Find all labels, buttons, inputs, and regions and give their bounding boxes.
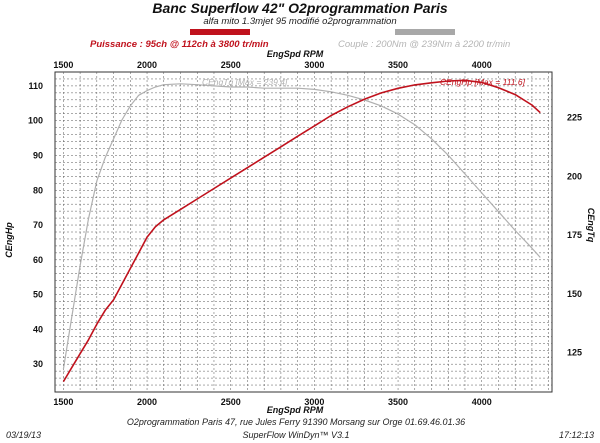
power-max-annotation: CEngHp [Max = 111.6] — [440, 77, 526, 87]
y-right-tick-label: 200 — [567, 171, 582, 181]
x-tick-label-top: 3000 — [304, 60, 324, 70]
x-tick-label-top: 3500 — [388, 60, 408, 70]
footer-time: 17:12:13 — [559, 430, 594, 440]
torque-legend-swatch — [395, 29, 455, 35]
y-right-tick-label: 175 — [567, 230, 582, 240]
y-left-tick-label: 60 — [33, 255, 43, 265]
x-tick-label-top: 2000 — [137, 60, 157, 70]
torque-curve — [62, 83, 541, 370]
tick-labels: 1500 1500 2000 2000 2500 2500 3000 3000 3500 3500… — [28, 60, 582, 407]
chart-subtitle: alfa mito 1.3mjet 95 modifié o2programma… — [203, 16, 396, 27]
y-left-tick-label: 50 — [33, 290, 43, 300]
power-legend-text: Puissance : 95ch @ 112ch à 3800 tr/min — [90, 39, 269, 50]
x-tick-label-bottom: 2500 — [221, 397, 241, 407]
footer-date: 03/19/13 — [6, 430, 41, 440]
y-left-tick-label: 90 — [33, 150, 43, 160]
power-legend-swatch — [190, 29, 250, 35]
x-axis-label-bottom: EngSpd RPM — [267, 405, 324, 415]
series-lines — [62, 79, 541, 383]
y-left-tick-label: 110 — [28, 81, 43, 91]
y-left-tick-label: 30 — [33, 359, 43, 369]
torque-max-annotation: CEngTq [Max = 239.4] — [202, 77, 288, 87]
x-tick-label-bottom: 1500 — [53, 397, 73, 407]
grid — [55, 72, 552, 392]
x-tick-label-bottom: 2000 — [137, 397, 157, 407]
x-tick-label-bottom: 3500 — [388, 397, 408, 407]
y-right-tick-label: 225 — [567, 113, 582, 123]
power-curve — [62, 79, 541, 383]
y-left-tick-label: 100 — [28, 116, 43, 126]
y-right-tick-label: 125 — [567, 348, 582, 358]
x-tick-label-top: 2500 — [221, 60, 241, 70]
x-tick-label-top: 4000 — [472, 60, 492, 70]
y-left-axis-label: CEngHp — [4, 222, 14, 258]
y-left-tick-label: 70 — [33, 220, 43, 230]
y-right-axis-label: CEngTq — [586, 208, 596, 243]
x-tick-label-top: 1500 — [53, 60, 73, 70]
footer-software: SuperFlow WinDyn™ V3.1 — [243, 430, 350, 440]
y-left-tick-label: 40 — [33, 324, 43, 334]
y-right-tick-label: 150 — [567, 289, 582, 299]
torque-legend-text: Couple : 200Nm @ 239Nm à 2200 tr/min — [338, 39, 510, 50]
y-left-tick-label: 80 — [33, 185, 43, 195]
footer-address: O2programmation Paris 47, rue Jules Ferr… — [127, 417, 465, 427]
chart-title: Banc Superflow 42" O2programmation Paris — [152, 0, 447, 16]
x-tick-label-bottom: 3000 — [304, 397, 324, 407]
x-axis-label-top: EngSpd RPM — [267, 49, 324, 59]
x-tick-label-bottom: 4000 — [472, 397, 492, 407]
